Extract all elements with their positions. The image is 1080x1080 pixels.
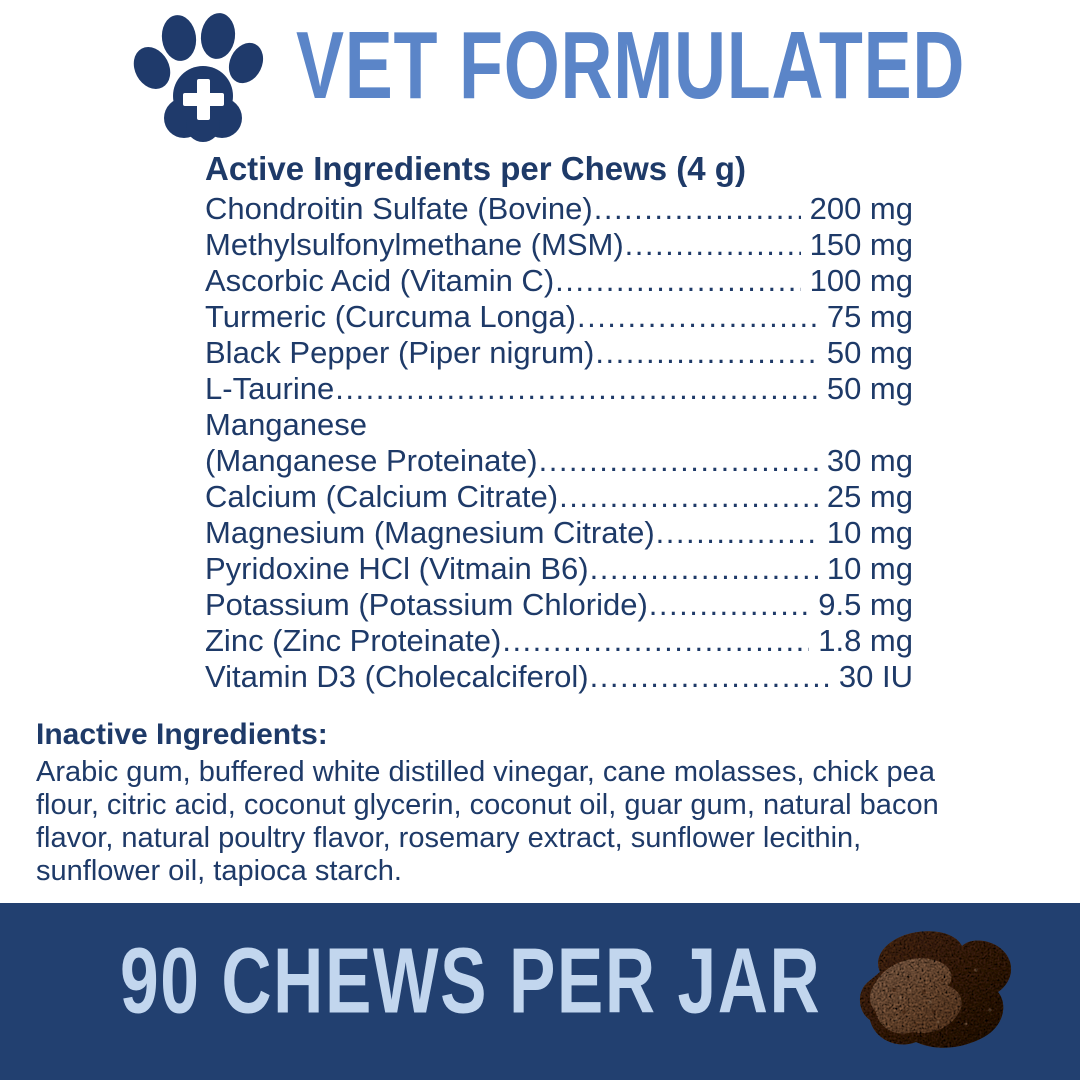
ingredient-amount: 75 mg xyxy=(826,299,913,334)
ingredient-row: Potassium (Potassium Chloride) .........… xyxy=(205,587,913,623)
leader-dots: ........................................… xyxy=(624,227,801,262)
ingredient-name: Ascorbic Acid (Vitamin C) xyxy=(205,263,555,298)
footer-banner: 90 CHEWS PER JAR xyxy=(0,903,1080,1080)
inactive-ingredients-line: flour, citric acid, coconut glycerin, co… xyxy=(36,789,939,821)
leader-dots: ........................................… xyxy=(595,335,818,370)
leader-dots: ........................................… xyxy=(655,515,818,550)
inactive-ingredients-line: sunflower oil, tapioca starch. xyxy=(36,855,402,887)
ingredient-row: L-Taurine ..............................… xyxy=(205,371,913,407)
active-ingredients-section: Active Ingredients per Chews (4 g) Chond… xyxy=(205,150,913,695)
ingredient-name: Methylsulfonylmethane (MSM) xyxy=(205,227,624,262)
active-ingredients-heading: Active Ingredients per Chews (4 g) xyxy=(205,150,746,187)
leader-dots: ........................................… xyxy=(555,263,801,298)
ingredient-amount: 10 mg xyxy=(826,551,913,586)
leader-dots: ........................................… xyxy=(589,659,830,694)
ingredient-amount: 200 mg xyxy=(809,191,913,226)
ingredient-amount: 25 mg xyxy=(826,479,913,514)
ingredient-row: Magnesium (Magnesium Citrate) ..........… xyxy=(205,515,913,551)
ingredient-row: Zinc (Zinc Proteinate) .................… xyxy=(205,623,913,659)
ingredient-amount: 30 IU xyxy=(838,659,913,694)
ingredient-name: Manganese xyxy=(205,407,368,442)
leader-dots: ........................................… xyxy=(335,371,818,406)
inactive-ingredients-section: Inactive Ingredients: Arabic gum, buffer… xyxy=(36,716,1052,888)
ingredient-row: Manganese ..............................… xyxy=(205,407,913,443)
ingredient-name: Vitamin D3 (Cholecalciferol) xyxy=(205,659,589,694)
ingredient-name: Potassium (Potassium Chloride) xyxy=(205,587,648,622)
ingredient-row: Black Pepper (Piper nigrum) ............… xyxy=(205,335,913,371)
active-ingredients-list: Chondroitin Sulfate (Bovine) ...........… xyxy=(205,191,913,695)
ingredient-row: Pyridoxine HCl (Vitmain B6) ............… xyxy=(205,551,913,587)
ingredient-row: Ascorbic Acid (Vitamin C) ..............… xyxy=(205,263,913,299)
leader-dots: ........................................… xyxy=(593,191,801,226)
paw-medical-cross-icon xyxy=(133,13,264,142)
ingredient-amount: 30 mg xyxy=(826,443,913,478)
leader-dots: ........................................… xyxy=(589,551,818,586)
ingredient-row: Methylsulfonylmethane (MSM) ............… xyxy=(205,227,913,263)
leader-dots: ........................................… xyxy=(576,299,818,334)
ingredient-name: Black Pepper (Piper nigrum) xyxy=(205,335,595,370)
page-title: VET FORMULATED xyxy=(296,12,966,119)
ingredient-row: Calcium (Calcium Citrate) ..............… xyxy=(205,479,913,515)
chews-per-jar-label: 90 CHEWS PER JAR xyxy=(120,928,822,1033)
ingredient-row: Chondroitin Sulfate (Bovine) ...........… xyxy=(205,191,913,227)
ingredient-name: L-Taurine xyxy=(205,371,335,406)
inactive-ingredients-line: flavor, natural poultry flavor, rosemary… xyxy=(36,822,862,854)
ingredient-amount: 50 mg xyxy=(826,335,913,370)
ingredient-amount: 10 mg xyxy=(826,515,913,550)
ingredient-row: Turmeric (Curcuma Longa) ...............… xyxy=(205,299,913,335)
ingredient-name: Calcium (Calcium Citrate) xyxy=(205,479,559,514)
ingredient-name: (Manganese Proteinate) xyxy=(205,443,538,478)
ingredient-name: Magnesium (Magnesium Citrate) xyxy=(205,515,655,550)
leader-dots: ........................................… xyxy=(502,623,809,658)
bone-chew-image xyxy=(859,931,1012,1048)
ingredient-name: Pyridoxine HCl (Vitmain B6) xyxy=(205,551,589,586)
inactive-ingredients-heading: Inactive Ingredients: xyxy=(36,718,328,751)
ingredient-name: Chondroitin Sulfate (Bovine) xyxy=(205,191,593,226)
leader-dots: ........................................… xyxy=(559,479,818,514)
ingredient-amount: 1.8 mg xyxy=(818,623,913,658)
ingredient-row: Vitamin D3 (Cholecalciferol) ...........… xyxy=(205,659,913,695)
leader-dots: ........................................… xyxy=(648,587,809,622)
ingredient-amount: 50 mg xyxy=(826,371,913,406)
ingredient-amount: 9.5 mg xyxy=(818,587,913,622)
ingredient-name: Turmeric (Curcuma Longa) xyxy=(205,299,576,334)
leader-dots: ........................................… xyxy=(538,443,818,478)
ingredient-row: (Manganese Proteinate) .................… xyxy=(205,443,913,479)
ingredient-amount: 150 mg xyxy=(809,227,913,262)
ingredient-name: Zinc (Zinc Proteinate) xyxy=(205,623,502,658)
medical-cross-icon xyxy=(183,79,224,120)
inactive-ingredients-line: Arabic gum, buffered white distilled vin… xyxy=(36,756,935,788)
ingredient-amount: 100 mg xyxy=(809,263,913,298)
